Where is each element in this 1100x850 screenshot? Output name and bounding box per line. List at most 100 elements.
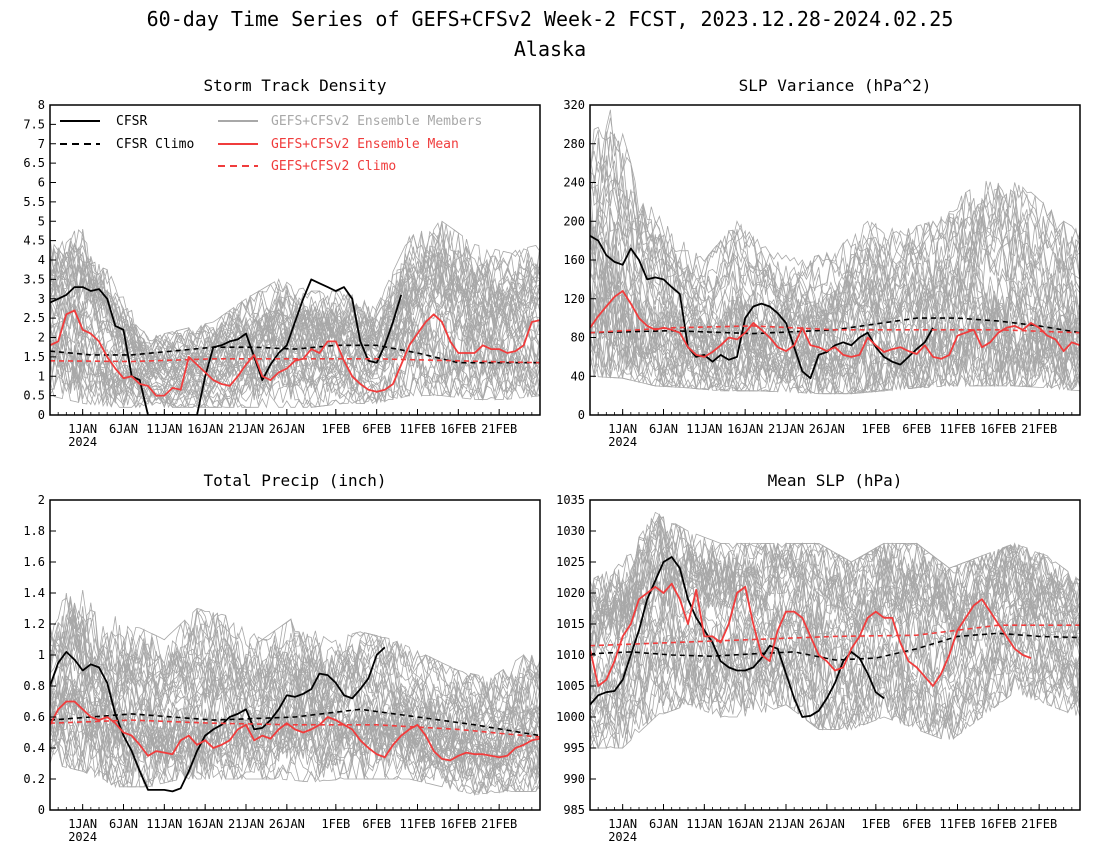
y-tick-label: 1020 — [556, 586, 585, 600]
y-tick-label: 7 — [38, 137, 45, 151]
x-tick-label: 21FEB — [481, 422, 517, 436]
ensemble-member-line — [590, 516, 1080, 612]
ensemble-member-line — [590, 602, 1080, 739]
ensemble-member-line — [590, 324, 1080, 395]
ensemble-member-line — [50, 304, 540, 385]
y-tick-label: 4.5 — [23, 234, 45, 248]
ensemble-member-line — [50, 291, 540, 396]
ensemble-member-line — [50, 239, 540, 361]
x-tick-label: 21JAN — [768, 817, 804, 831]
y-tick-label: 1030 — [556, 524, 585, 538]
series-line-gefs-cfsv2-climo — [50, 719, 540, 738]
x-tick-label: 21FEB — [1021, 422, 1057, 436]
y-tick-label: 160 — [563, 253, 585, 267]
legend-label-cfsr-climo: CFSR Climo — [116, 137, 194, 152]
y-tick-label: 995 — [563, 741, 585, 755]
ensemble-member-line — [590, 109, 1080, 290]
ensemble-member-line — [590, 301, 1080, 393]
ensemble-member-line — [50, 222, 540, 362]
x-tick-label: 11JAN — [686, 817, 722, 831]
ensemble-member-line — [50, 347, 540, 409]
x-tick-label: 11FEB — [399, 422, 435, 436]
ensemble-member-line — [50, 656, 540, 755]
y-tick-label: 0.2 — [23, 772, 45, 786]
ensemble-member-line — [50, 589, 540, 701]
x-tick-label: 16FEB — [980, 817, 1016, 831]
plot-area — [50, 589, 540, 796]
x-tick-label: 16FEB — [440, 817, 476, 831]
x-tick-label: 11JAN — [146, 817, 182, 831]
x-tick-label: 11JAN — [146, 422, 182, 436]
figure-subtitle: Alaska — [514, 37, 586, 61]
ensemble-member-line — [590, 117, 1080, 320]
y-tick-label: 0 — [38, 803, 45, 817]
ensemble-member-line — [590, 249, 1080, 376]
x-tick-label: 16JAN — [187, 817, 223, 831]
series-line-gefs-cfsv2-ensemble-mean — [50, 309, 540, 397]
ensemble-member-line — [50, 599, 540, 744]
x-tick-label: 26JAN — [269, 422, 305, 436]
y-tick-label: 1015 — [556, 617, 585, 631]
panel-total-precip: Total Precip (inch) 0 0.2 0.4 0.6 0.8 1 1.2 1.4… — [23, 471, 541, 844]
y-tick-label: 200 — [563, 214, 585, 228]
y-tick-label: 0.4 — [23, 741, 45, 755]
ensemble-members — [590, 511, 1080, 750]
series-line-cfsr-climo — [590, 317, 1080, 335]
x-tick-label: 6FEB — [902, 422, 931, 436]
y-tick-label: 240 — [563, 176, 585, 190]
series-line-gefs-cfsv2-ensemble-mean — [590, 290, 1080, 360]
y-tick-label: 6 — [38, 176, 45, 190]
y-tick-label: 1010 — [556, 648, 585, 662]
y-tick-label: 4 — [38, 253, 45, 267]
x-tick-label: 11JAN — [686, 422, 722, 436]
ensemble-member-line — [50, 256, 540, 378]
ensemble-member-line — [590, 519, 1080, 656]
ensemble-member-line — [50, 675, 540, 770]
series-line-gefs-cfsv2-ensemble-mean — [50, 700, 540, 762]
y-tick-label: 0.6 — [23, 710, 45, 724]
x-tick-label: 11FEB — [939, 422, 975, 436]
ensemble-member-line — [50, 354, 540, 409]
panel-slp-variance: SLP Variance (hPa^2) 0 40 80 120 160 200 240 28… — [563, 76, 1081, 449]
y-tick-label: 5.5 — [23, 195, 45, 209]
ensemble-member-line — [50, 287, 540, 397]
x-tick-label: 6JAN — [109, 817, 138, 831]
ensemble-members — [50, 220, 540, 409]
series-line-gefs-cfsv2-climo — [590, 325, 1080, 334]
ensemble-member-line — [50, 250, 540, 373]
ensemble-member-line — [590, 518, 1080, 634]
panel-title: Storm Track Density — [203, 76, 386, 95]
y-tick-label: 40 — [571, 369, 585, 383]
y-tick-label: 1025 — [556, 555, 585, 569]
panel-title: SLP Variance (hPa^2) — [739, 76, 932, 95]
y-tick-label: 1005 — [556, 679, 585, 693]
plot-area — [590, 109, 1080, 395]
x-year-label: 2024 — [608, 830, 637, 844]
legend-label-climo: GEFS+CFSv2 Climo — [271, 159, 396, 174]
ensemble-member-line — [590, 287, 1080, 394]
ensemble-member-line — [590, 550, 1080, 649]
y-tick-label: 1035 — [556, 493, 585, 507]
ensemble-member-line — [590, 220, 1080, 361]
x-year-label: 2024 — [68, 435, 97, 449]
ensemble-member-line — [590, 598, 1080, 731]
ensemble-member-line — [590, 207, 1080, 377]
legend: CFSR CFSR Climo GEFS+CFSv2 Ensemble Memb… — [60, 114, 482, 174]
x-tick-label: 6JAN — [649, 817, 678, 831]
x-tick-label: 11FEB — [399, 817, 435, 831]
ensemble-member-line — [590, 513, 1080, 623]
panel-storm-track-density: Storm Track Density 0 0.5 1 1.5 2 2.5 3 3.5 4 4.5… — [23, 76, 541, 449]
x-tick-label: 16JAN — [727, 422, 763, 436]
x-tick-label: 21JAN — [228, 422, 264, 436]
y-tick-label: 120 — [563, 292, 585, 306]
y-tick-label: 1000 — [556, 710, 585, 724]
ensemble-member-line — [50, 341, 540, 409]
y-tick-label: 0.8 — [23, 679, 45, 693]
y-tick-label: 7.5 — [23, 117, 45, 131]
series-line-cfsr-climo — [590, 632, 1080, 661]
ensemble-member-line — [590, 638, 1080, 729]
y-tick-label: 3.5 — [23, 272, 45, 286]
legend-label-mean: GEFS+CFSv2 Ensemble Mean — [271, 137, 459, 152]
x-tick-label: 21FEB — [481, 817, 517, 831]
x-tick-label: 26JAN — [809, 817, 845, 831]
